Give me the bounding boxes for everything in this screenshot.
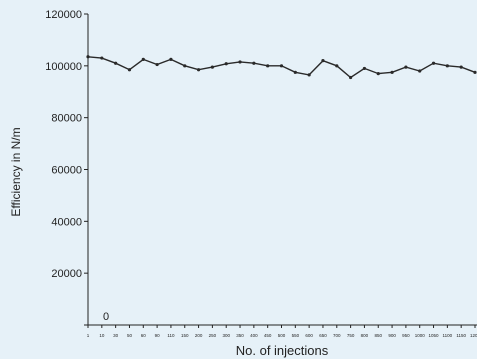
data-point xyxy=(390,70,394,74)
data-point xyxy=(238,60,242,64)
x-tick-label: 90 xyxy=(155,333,161,338)
x-tick-label: 900 xyxy=(388,333,396,338)
data-point xyxy=(431,61,436,65)
x-tick-label: 550 xyxy=(292,333,300,338)
x-tick-label: 800 xyxy=(361,333,369,338)
data-point xyxy=(321,59,325,63)
data-point xyxy=(349,75,353,80)
data-point xyxy=(183,64,187,68)
x-tick-label: 200 xyxy=(195,333,203,338)
x-tick-label: 10 xyxy=(99,333,105,338)
x-tick-label: 700 xyxy=(333,333,341,338)
x-tick-label: 350 xyxy=(236,333,244,338)
data-point xyxy=(418,69,422,73)
data-point xyxy=(404,65,408,69)
data-point xyxy=(266,64,270,68)
x-tick-label: 1150 xyxy=(456,333,466,338)
x-tick-label: 1000 xyxy=(415,333,426,338)
data-point xyxy=(279,64,284,68)
x-tick-label: 750 xyxy=(347,333,355,338)
data-point xyxy=(141,57,145,61)
data-point xyxy=(293,70,297,74)
y-ticks: 0 20000 40000 60000 80000 100000 120000 xyxy=(45,9,109,326)
data-point xyxy=(445,64,449,68)
x-tick-label: 1100 xyxy=(443,333,453,338)
x-tick-label: 450 xyxy=(264,333,272,338)
x-tick-label: 150 xyxy=(181,333,189,338)
x-ticks: 1 10 30 50 60 90 110 150 200 250 300 350 400 450 500 55… xyxy=(87,325,477,338)
x-tick-label: 600 xyxy=(305,333,313,338)
x-tick-label: 500 xyxy=(278,333,286,338)
data-point xyxy=(335,64,339,68)
data-point xyxy=(127,68,132,72)
x-tick-label: 950 xyxy=(402,333,410,338)
x-tick-label: 1200 xyxy=(470,333,477,338)
x-tick-label: 650 xyxy=(319,333,327,338)
y-tick-label: 80000 xyxy=(51,113,82,125)
x-tick-label: 850 xyxy=(374,333,382,338)
data-point xyxy=(100,56,104,60)
data-point xyxy=(196,68,201,72)
x-tick-label: 400 xyxy=(250,333,258,338)
data-point xyxy=(155,62,159,67)
data-point xyxy=(376,72,380,76)
data-point xyxy=(252,61,256,65)
data-point xyxy=(114,61,118,65)
x-tick-label: 30 xyxy=(113,333,119,338)
x-tick-label: 110 xyxy=(167,333,175,338)
y-tick-label: 60000 xyxy=(51,165,82,177)
data-point xyxy=(473,70,477,74)
y-tick-label: 0 xyxy=(103,311,109,323)
x-tick-label: 60 xyxy=(141,333,147,338)
y-tick-label: 120000 xyxy=(45,9,82,21)
data-point xyxy=(224,62,228,66)
y-tick-label: 100000 xyxy=(45,61,82,73)
x-tick-label: 1050 xyxy=(429,333,440,338)
data-point xyxy=(210,65,214,69)
x-tick-label: 250 xyxy=(209,333,217,338)
y-axis-title: Efficiency in N/m xyxy=(9,127,23,216)
x-tick-label: 300 xyxy=(222,333,230,338)
plot-area xyxy=(86,55,477,80)
x-axis-title: No. of injections xyxy=(236,343,329,358)
y-tick-label: 40000 xyxy=(51,216,82,228)
x-tick-label: 1 xyxy=(87,333,90,338)
y-tick-label: 20000 xyxy=(51,268,82,280)
data-point xyxy=(362,66,367,71)
x-tick-label: 50 xyxy=(127,333,133,338)
data-point xyxy=(307,73,311,77)
data-point xyxy=(169,57,173,61)
data-point xyxy=(459,65,463,69)
